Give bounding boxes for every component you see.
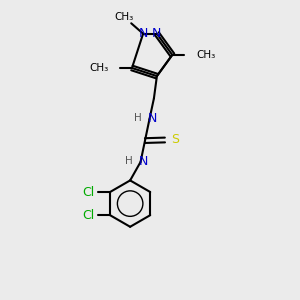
Text: CH₃: CH₃ — [89, 63, 108, 73]
Text: CH₃: CH₃ — [196, 50, 215, 60]
Text: N: N — [138, 27, 148, 40]
Text: N: N — [148, 112, 157, 125]
Text: H: H — [134, 113, 142, 123]
Text: H: H — [125, 155, 133, 166]
Text: Cl: Cl — [82, 185, 95, 199]
Text: CH₃: CH₃ — [114, 12, 134, 22]
Text: Cl: Cl — [82, 209, 95, 222]
Text: N: N — [139, 155, 148, 168]
Text: S: S — [171, 133, 179, 146]
Text: N: N — [152, 27, 162, 40]
